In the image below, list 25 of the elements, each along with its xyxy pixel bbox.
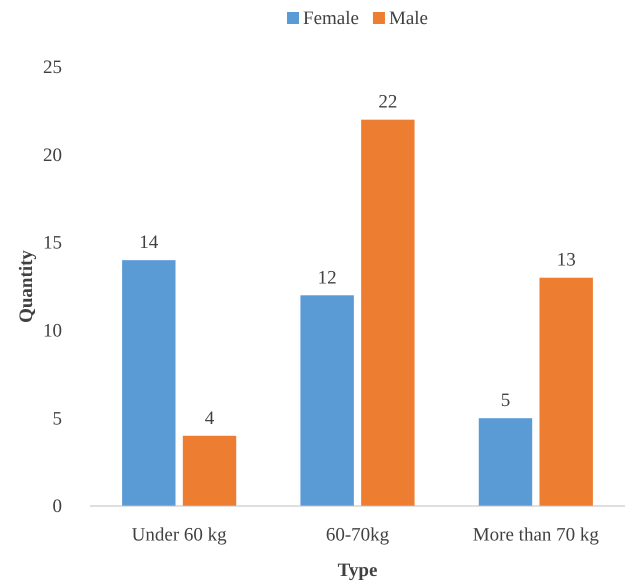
- bar: [361, 120, 415, 506]
- legend-label: Female: [303, 8, 359, 29]
- y-tick-label: 0: [52, 496, 62, 518]
- y-tick-label: 25: [43, 57, 62, 78]
- bar: [539, 278, 593, 506]
- bar: [122, 260, 176, 506]
- bar: [182, 436, 236, 506]
- data-label: 14: [139, 232, 159, 254]
- bar: [300, 295, 354, 506]
- y-tick-label: 20: [43, 144, 62, 166]
- data-label: 13: [556, 250, 576, 271]
- y-tick-label: 10: [43, 320, 62, 342]
- y-tick-label: 15: [43, 232, 62, 254]
- data-label: 22: [378, 92, 398, 113]
- x-tick-label: Under 60 kg: [132, 524, 228, 546]
- x-tick-label: 60-70kg: [326, 524, 390, 546]
- data-label: 5: [500, 390, 510, 412]
- bar: [478, 418, 532, 506]
- y-tick-label: 5: [52, 408, 62, 430]
- x-tick-label: More than 70 kg: [472, 524, 600, 546]
- y-axis-title: Quantity: [16, 250, 37, 323]
- data-label: 12: [318, 267, 337, 288]
- legend-label: Male: [388, 8, 428, 29]
- x-axis-title: Type: [338, 560, 378, 581]
- data-label: 4: [204, 408, 215, 429]
